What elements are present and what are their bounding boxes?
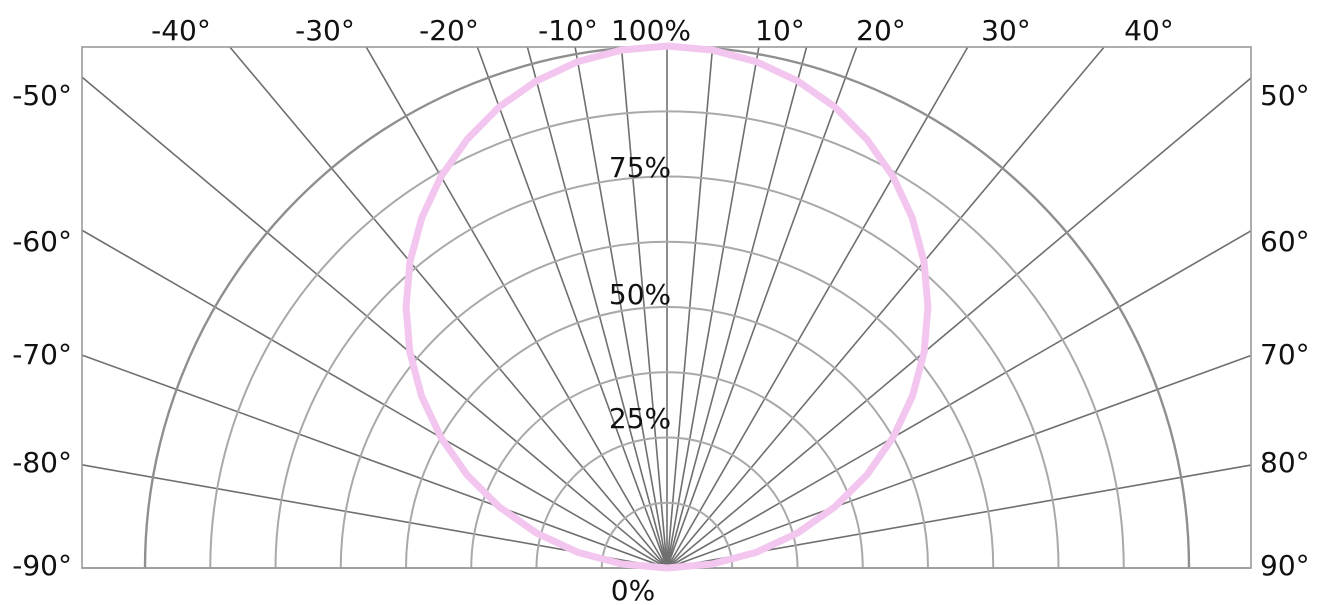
- spoke-line: [666, 46, 760, 569]
- spoke-line: [81, 76, 668, 569]
- angle-label-40: 40°: [1124, 14, 1174, 47]
- angle-label-neg70: -70°: [12, 338, 72, 371]
- spoke-line: [229, 46, 668, 569]
- angle-label-neg90: -90°: [12, 549, 72, 582]
- radial-label-25: 25%: [609, 402, 671, 435]
- spoke-line: [666, 46, 969, 569]
- angle-label-90: 90°: [1260, 549, 1310, 582]
- spoke-line: [526, 46, 668, 569]
- angle-label-neg10: -10°: [538, 14, 598, 47]
- spoke-line: [365, 46, 668, 569]
- spoke-line: [81, 229, 668, 569]
- spoke-line: [666, 230, 1252, 569]
- radial-grid-arc: [470, 371, 864, 569]
- radial-grid-arc: [535, 436, 799, 569]
- spoke-line: [666, 77, 1252, 569]
- angle-label-50: 50°: [1260, 79, 1310, 112]
- angle-label-20: 20°: [856, 14, 906, 47]
- angle-label-neg40: -40°: [151, 14, 211, 47]
- angle-label-70: 70°: [1260, 338, 1310, 371]
- angle-label-neg60: -60°: [12, 225, 72, 258]
- radial-label-0: 0%: [611, 574, 655, 605]
- spoke-line: [666, 46, 1105, 569]
- spoke-line: [81, 354, 668, 569]
- label-layer: -40° -30° -20° -10° 10° 20° 30° 40° -50°…: [12, 14, 1309, 605]
- radial-grid-arc: [209, 110, 1125, 569]
- spoke-line: [574, 46, 668, 569]
- radial-label-75: 75%: [609, 151, 671, 184]
- intensity-curve: [402, 42, 932, 572]
- radial-label-50: 50%: [609, 278, 671, 311]
- angle-label-30: 30°: [981, 14, 1031, 47]
- angle-label-neg80: -80°: [12, 446, 72, 479]
- radial-grid-arc: [339, 240, 995, 569]
- radial-label-100: 100%: [611, 14, 691, 47]
- spoke-line: [666, 46, 808, 569]
- angle-label-neg30: -30°: [295, 14, 355, 47]
- angle-label-60: 60°: [1260, 225, 1310, 258]
- spoke-line: [666, 46, 858, 569]
- spoke-line: [476, 46, 668, 569]
- angle-label-neg20: -20°: [419, 14, 479, 47]
- radial-grid-arc: [405, 306, 929, 569]
- angle-label-10: 10°: [755, 14, 805, 47]
- spoke-line: [666, 354, 1252, 569]
- radial-grid-arc: [600, 501, 734, 569]
- series-layer: [402, 42, 932, 572]
- radial-grid-arc: [274, 175, 1060, 569]
- angle-label-neg50: -50°: [12, 79, 72, 112]
- angle-label-80: 80°: [1260, 446, 1310, 479]
